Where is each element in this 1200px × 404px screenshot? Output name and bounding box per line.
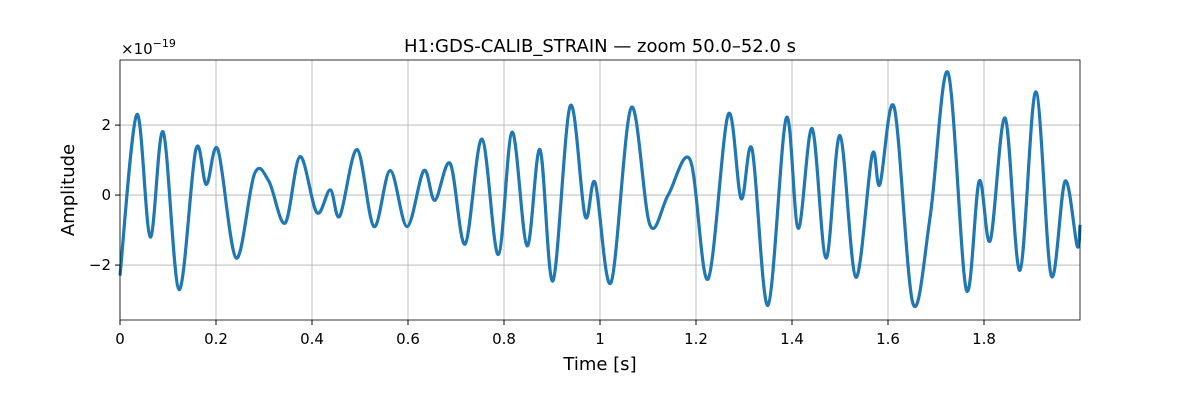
- x-tick-label: 1.2: [684, 330, 708, 348]
- x-tick-label: 0.6: [396, 330, 420, 348]
- x-tick-label: 0.2: [204, 330, 228, 348]
- signal-line: [118, 70, 1082, 308]
- offset-exponent: −19: [153, 37, 176, 50]
- y-axis-label: Amplitude: [58, 144, 79, 236]
- x-tick-label: 1: [595, 330, 605, 348]
- x-tick-label: 0.8: [492, 330, 516, 348]
- y-tick-label: 0: [101, 186, 111, 204]
- x-tick-label: 0.4: [300, 330, 324, 348]
- chart-title: H1:GDS-CALIB_STRAIN — zoom 50.0–52.0 s: [404, 36, 796, 57]
- y-tick-label: −2: [89, 256, 111, 274]
- y-tick-label: 2: [101, 116, 111, 134]
- x-tick-label: 1.6: [876, 330, 900, 348]
- offset-base: ×10: [121, 40, 153, 58]
- x-tick-label: 1.8: [972, 330, 996, 348]
- plot-area: [118, 70, 1082, 308]
- y-offset-text: ×10−19: [121, 37, 176, 58]
- x-tick-label: 1.4: [780, 330, 804, 348]
- ticks: 0 0.2 0.4 0.6 0.8 1 1.2 1.4 1.6 1.8 −2 0 2: [89, 116, 996, 348]
- x-tick-label: 0: [115, 330, 125, 348]
- x-axis-label: Time [s]: [562, 354, 636, 375]
